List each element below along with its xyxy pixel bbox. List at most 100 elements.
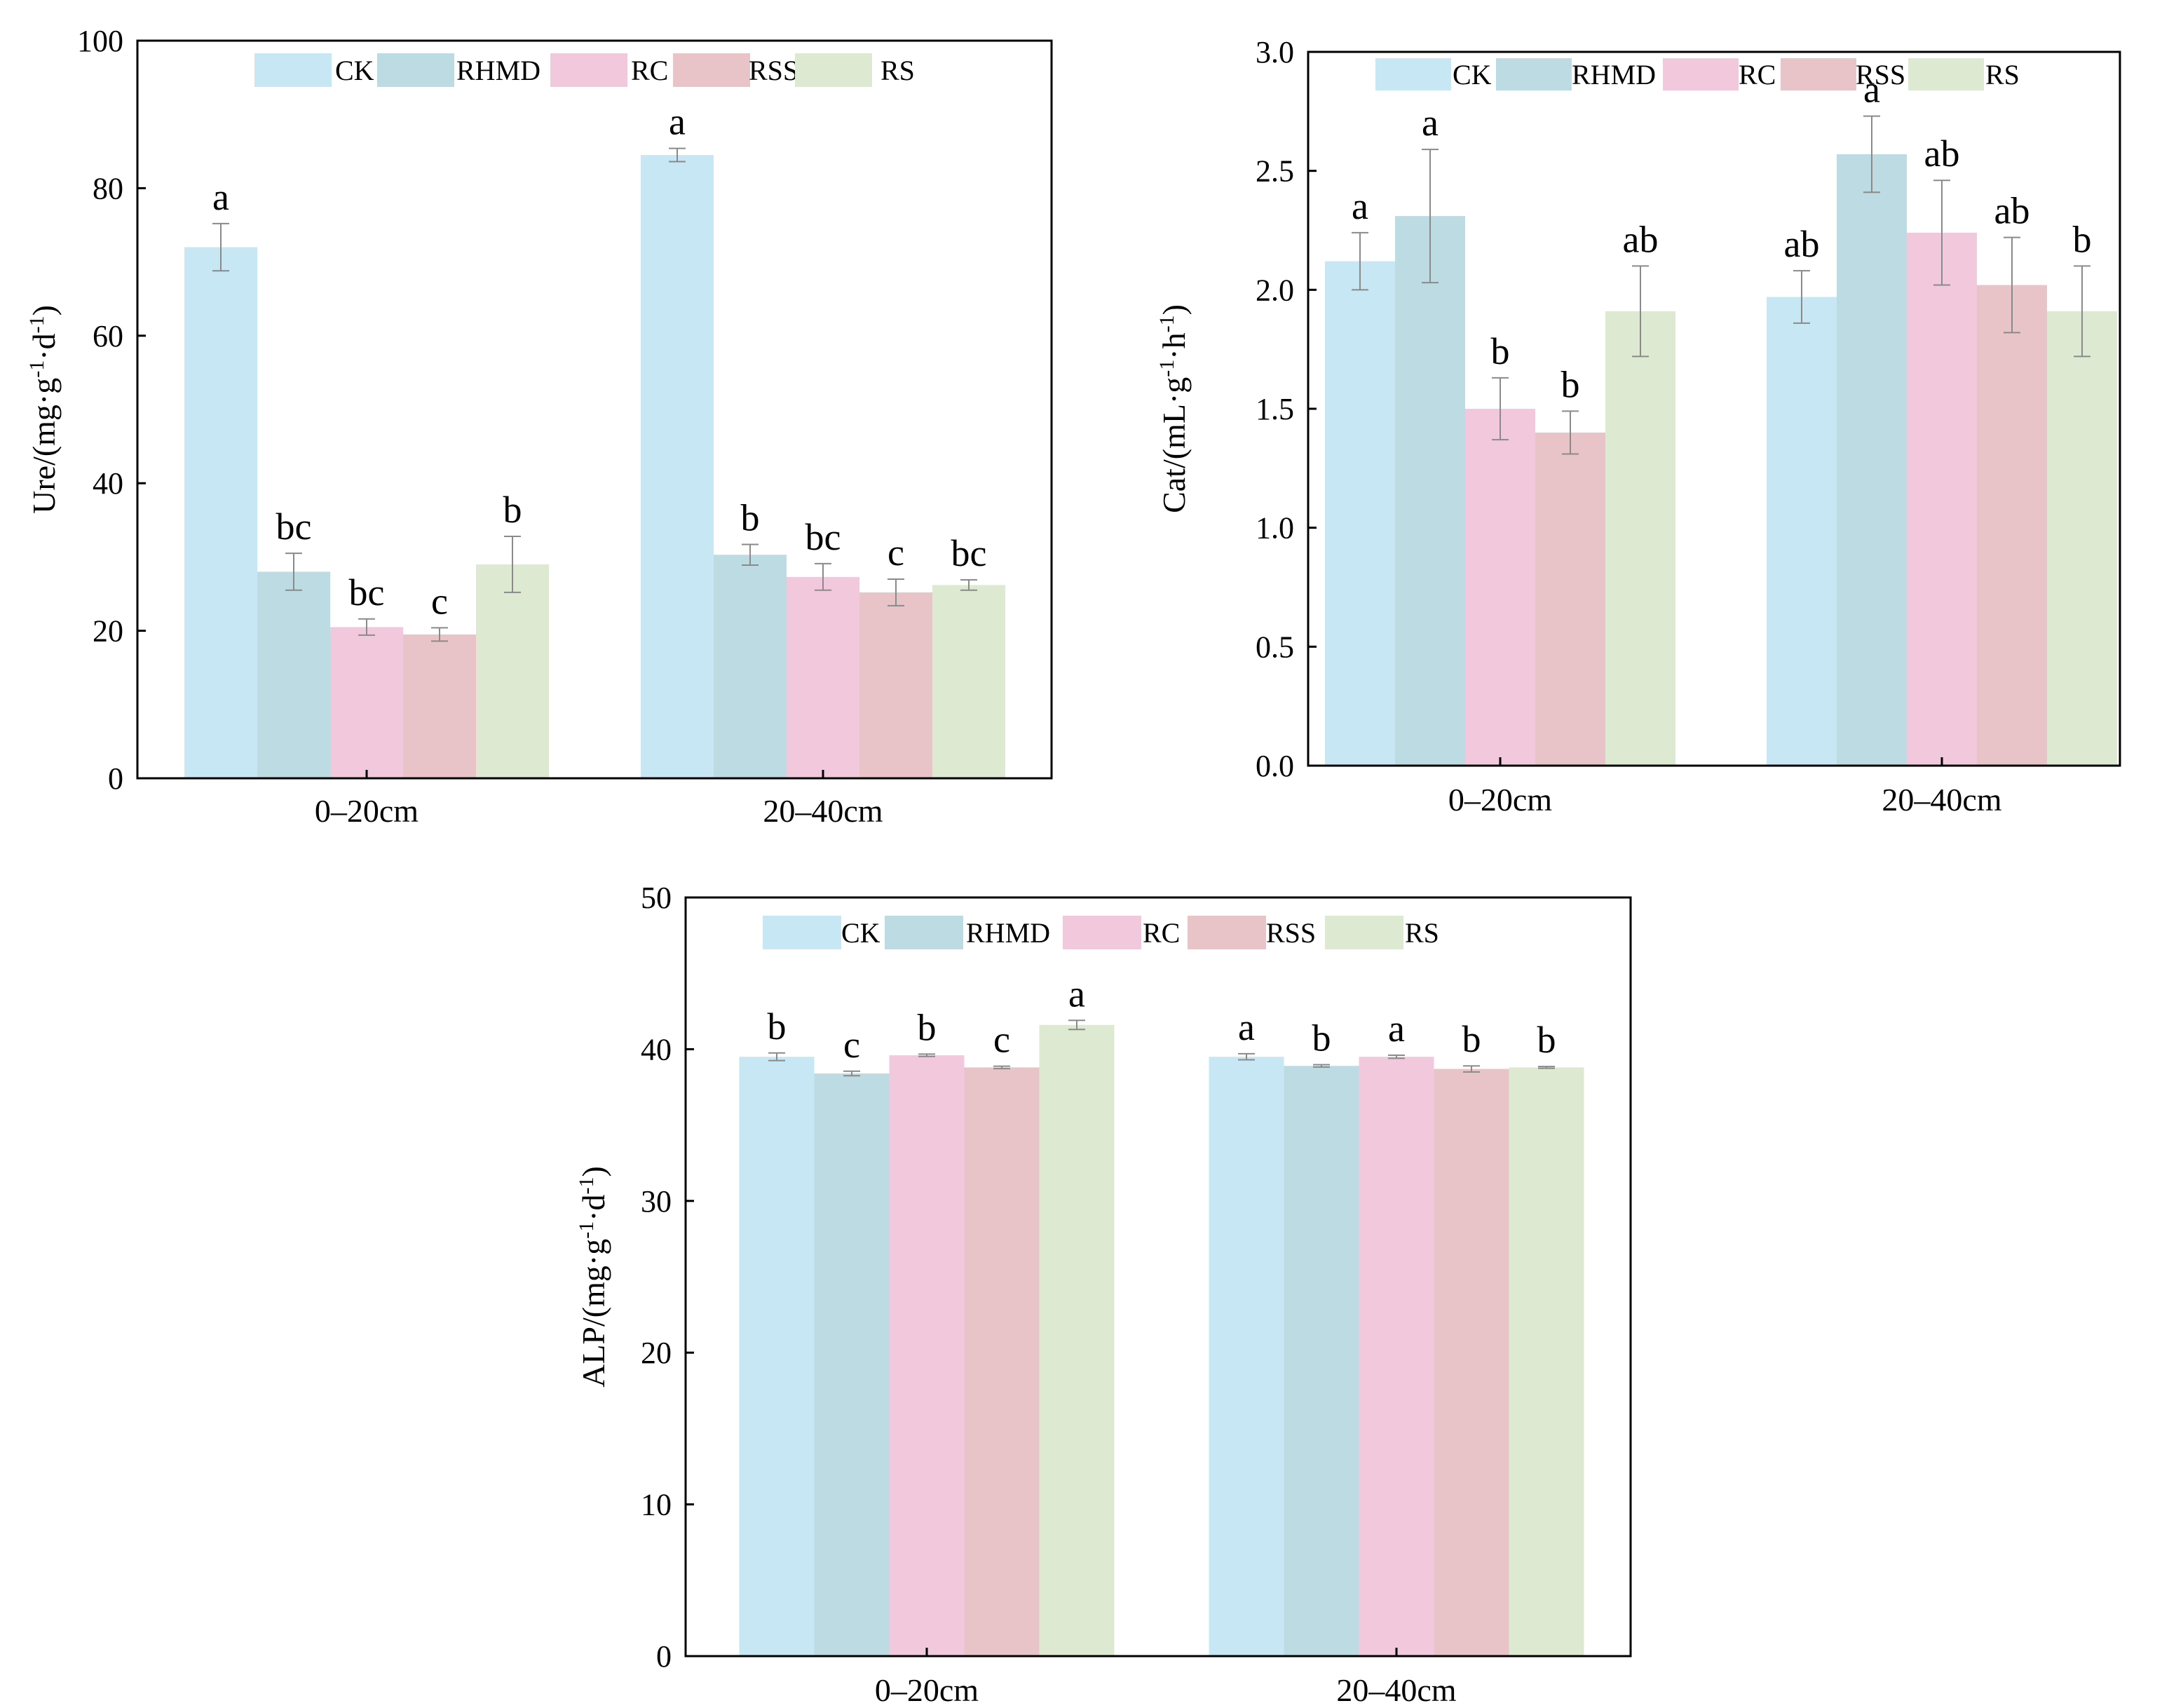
sig-letter: ab	[1623, 218, 1659, 260]
legend-label-rss: RSS	[749, 55, 798, 86]
plot-frame	[136, 39, 1053, 780]
legend-label-rhmd: RHMD	[1572, 59, 1656, 90]
legend-label-rc: RC	[1739, 59, 1776, 90]
sig-letter: bc	[805, 516, 841, 558]
legend-label-rc: RC	[631, 55, 668, 86]
error-bar-rs-0	[1632, 265, 1649, 358]
error-bar-rhmd-0	[843, 1070, 860, 1077]
sig-letter: bc	[951, 532, 987, 574]
bar-rss-20-40cm	[859, 592, 932, 778]
bar-rc-20-40cm	[1907, 232, 1977, 766]
sig-letter: b	[1312, 1017, 1331, 1059]
error-bar-rc-0	[1492, 377, 1509, 441]
sig-letter: c	[993, 1019, 1010, 1061]
sig-letter: c	[431, 580, 448, 622]
bar-rc-20-40cm	[787, 576, 859, 778]
bar-rhmd-20-40cm	[714, 555, 787, 778]
chart-cat: CK RHMD RC RSS RSaabbab0–20cmabaababb20–40cm…	[1155, 35, 2121, 818]
legend-label-rc: RC	[1143, 917, 1180, 949]
legend-swatch-ck	[254, 53, 332, 87]
sig-letter: c	[843, 1024, 860, 1066]
error-bar-rhmd-1	[742, 543, 759, 566]
y-tick-label: 0.5	[1256, 630, 1294, 664]
legend-swatch-rhmd	[885, 916, 963, 949]
error-bar-rs-1	[1538, 1066, 1555, 1069]
error-bar-rc-1	[1388, 1055, 1405, 1059]
bar-rhmd-0-20cm	[1395, 216, 1465, 766]
error-bar-ck-1	[669, 147, 686, 163]
error-bar-rss-0	[993, 1065, 1010, 1070]
error-bar-ck-0	[1352, 231, 1368, 291]
sig-letter: b	[918, 1006, 937, 1048]
error-bar-rs-0	[1068, 1019, 1085, 1031]
sig-letter: bc	[349, 571, 385, 614]
y-tick-label: 3.0	[1256, 35, 1294, 69]
legend-swatch-rs	[795, 53, 872, 87]
bar-rc-20-40cm	[1359, 1057, 1434, 1656]
y-tick-label: 40	[641, 1032, 672, 1066]
legend-swatch-rhmd	[1496, 58, 1572, 90]
error-bar-ck-0	[212, 222, 229, 272]
y-axis-label: ALP/(mg·g-1·d-1)	[575, 1166, 612, 1388]
bar-rss-0-20cm	[1535, 432, 1605, 766]
error-bar-ck-0	[768, 1052, 785, 1062]
y-tick-label: 0	[656, 1639, 672, 1674]
sig-letter: a	[1388, 1008, 1405, 1050]
bar-rss-20-40cm	[1434, 1069, 1509, 1656]
error-bar-rss-1	[1463, 1065, 1480, 1073]
legend-swatch-rs	[1325, 916, 1403, 949]
x-tick-label: 0–20cm	[315, 793, 419, 829]
legend-label-rhmd: RHMD	[966, 917, 1050, 949]
legend-label-rhmd: RHMD	[456, 55, 540, 86]
sig-letter: b	[503, 489, 522, 531]
legend-label-rs: RS	[880, 55, 915, 86]
error-bar-rc-1	[815, 562, 831, 591]
error-bar-rhmd-1	[1313, 1064, 1330, 1068]
error-bar-rs-0	[504, 535, 521, 593]
legend-swatch-ck	[1375, 58, 1451, 90]
x-tick-label: 20–40cm	[1336, 1672, 1456, 1708]
sig-letter: a	[1068, 972, 1085, 1015]
legend-swatch-rss	[1188, 916, 1266, 949]
error-bar-rss-1	[888, 578, 904, 606]
plot-frame	[684, 896, 1632, 1658]
bar-rs-0-20cm	[476, 564, 549, 778]
y-axis-label: Ure/(mg·g-1·d-1)	[25, 305, 62, 514]
sig-letter: a	[669, 101, 686, 143]
y-tick-label: 30	[641, 1184, 672, 1219]
y-tick-label: 2.0	[1256, 273, 1294, 307]
legend-label-ck: CK	[841, 917, 880, 949]
y-tick-label: 20	[641, 1336, 672, 1370]
bar-ck-20-40cm	[641, 155, 714, 778]
sig-letter: a	[1238, 1006, 1255, 1048]
bar-rs-20-40cm	[932, 585, 1005, 778]
bar-ck-0-20cm	[1325, 261, 1395, 766]
error-bar-rhmd-0	[285, 553, 302, 591]
error-bar-rhmd-1	[1863, 115, 1880, 194]
sig-letter: b	[1462, 1018, 1481, 1060]
legend-label-ck: CK	[1453, 59, 1492, 90]
sig-letter: b	[2073, 218, 2092, 260]
y-axis-label: Cat/(mL·g-1·h-1)	[1155, 304, 1192, 513]
sig-letter: bc	[276, 506, 312, 548]
y-tick-label: 0	[108, 761, 123, 796]
y-tick-label: 1.0	[1256, 511, 1294, 545]
bar-rc-0-20cm	[889, 1055, 965, 1656]
bar-rhmd-0-20cm	[814, 1073, 890, 1656]
error-bar-rs-1	[2074, 265, 2090, 358]
y-tick-label: 0.0	[1256, 749, 1294, 783]
sig-letter: b	[1561, 363, 1580, 405]
legend-swatch-rhmd	[377, 53, 454, 87]
y-tick-label: 60	[93, 319, 123, 353]
error-bar-rc-1	[1933, 179, 1950, 286]
bar-rc-0-20cm	[330, 627, 403, 778]
sig-letter: c	[888, 531, 904, 574]
bar-rs-0-20cm	[1039, 1024, 1115, 1656]
legend-label-rs: RS	[1985, 59, 2020, 90]
x-tick-label: 0–20cm	[1448, 782, 1552, 818]
error-bar-ck-1	[1238, 1052, 1255, 1061]
error-bar-rss-0	[431, 627, 448, 642]
legend-swatch-rss	[1781, 58, 1856, 90]
